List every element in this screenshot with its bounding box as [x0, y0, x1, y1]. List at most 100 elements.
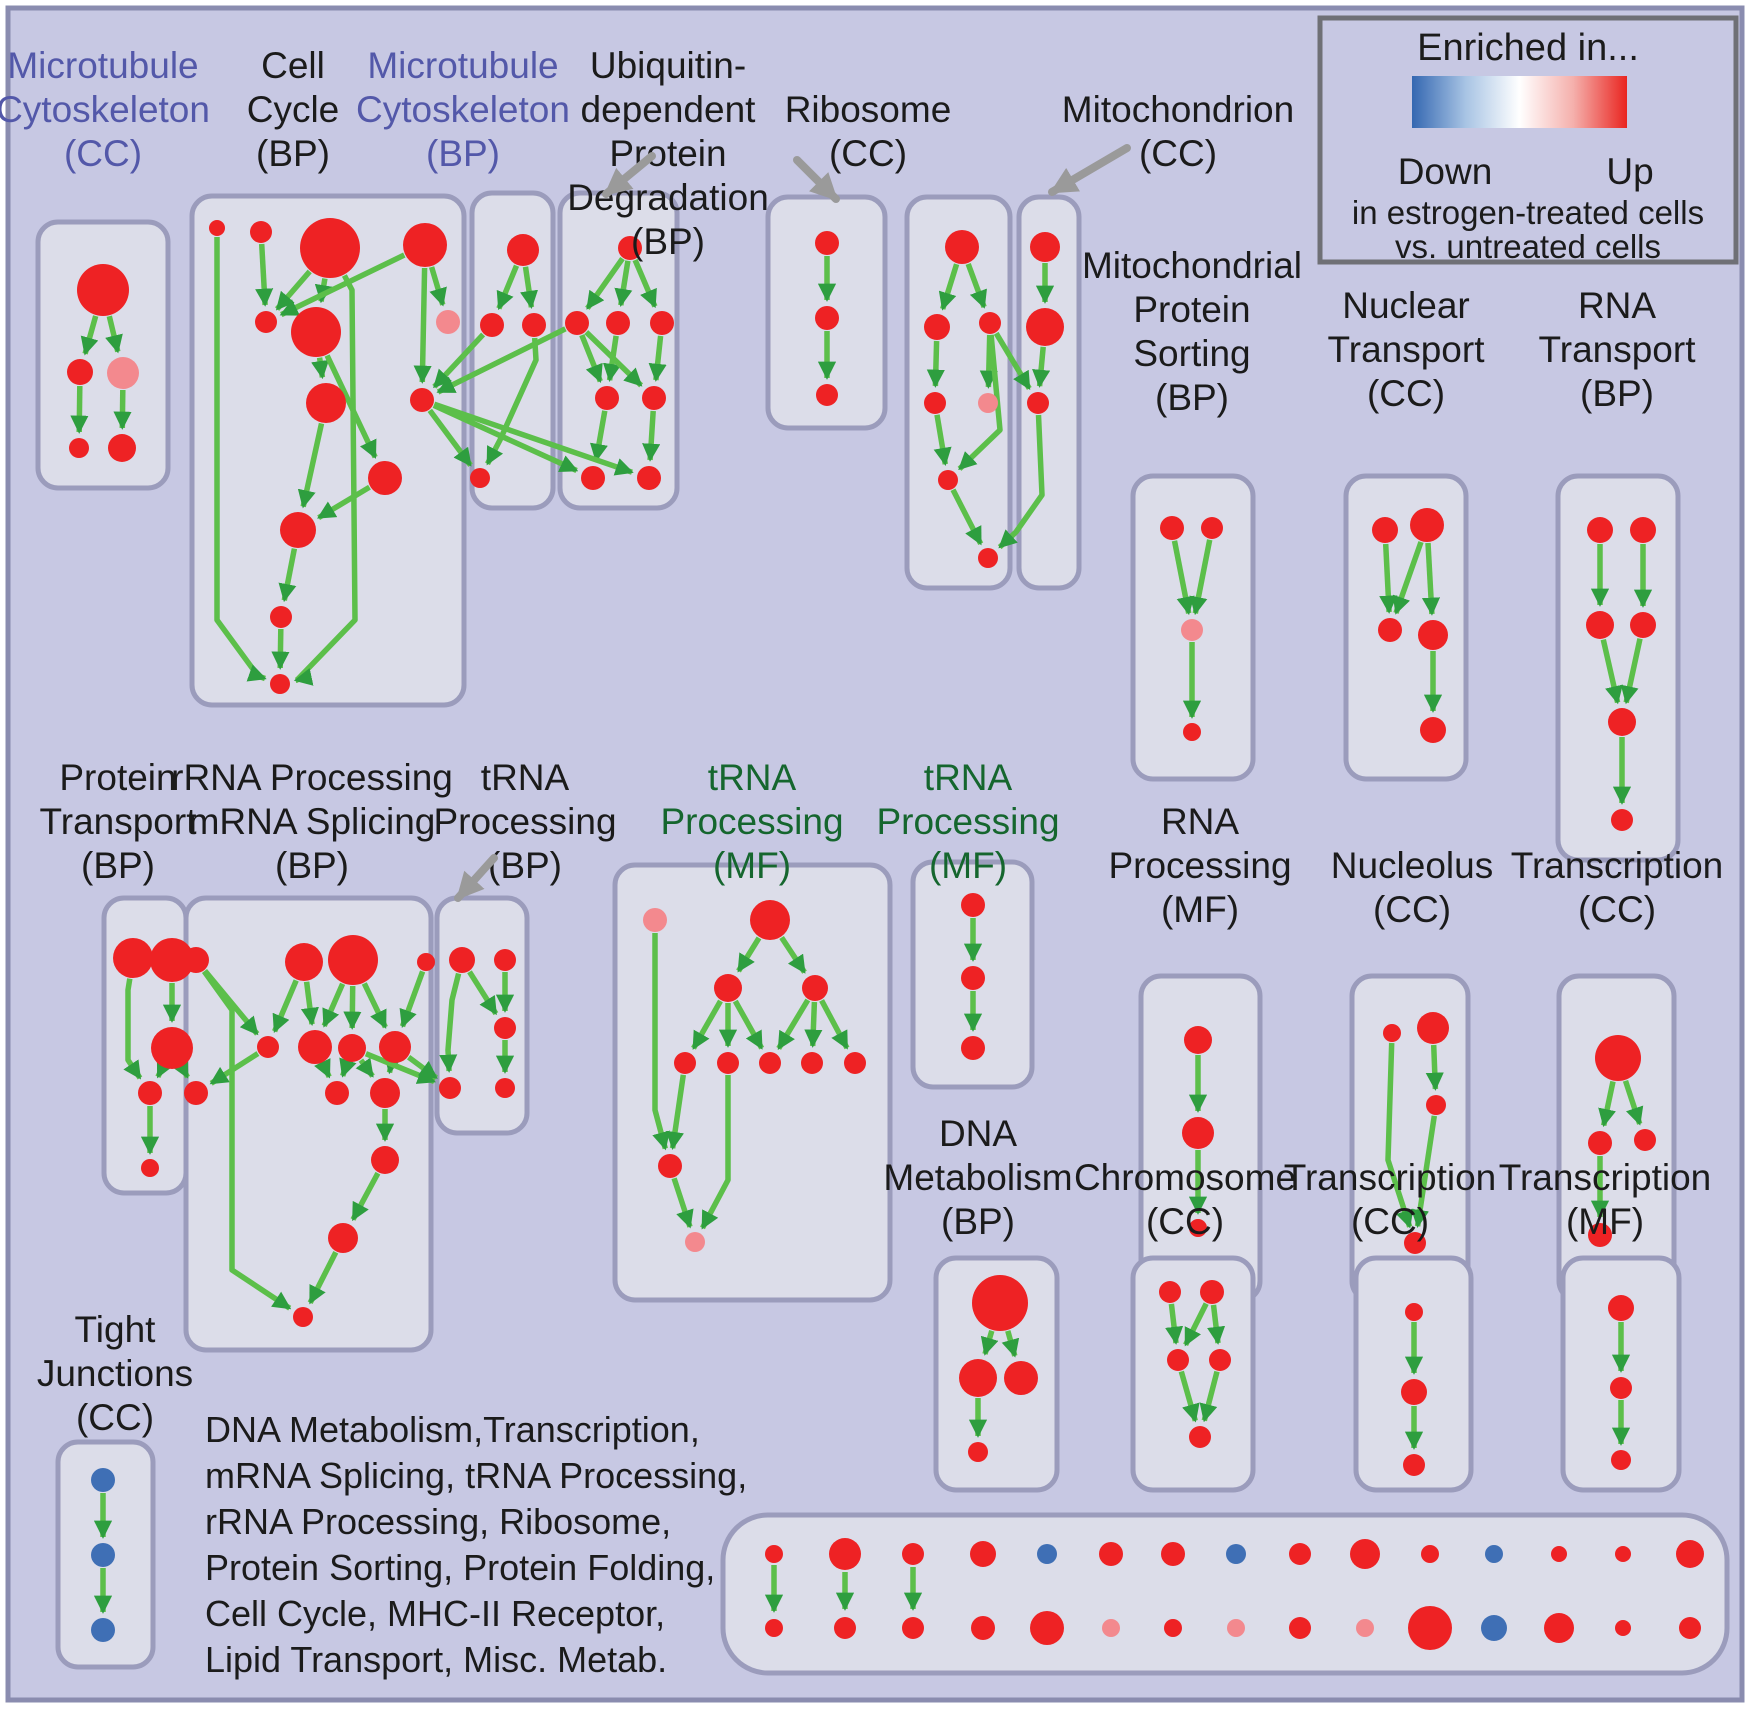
cross-edge-3	[432, 402, 579, 474]
ubiquitin-bp-node-7	[637, 466, 661, 490]
ubiquitin-bp-node-6	[581, 466, 605, 490]
ubiquitin-bp-node-2	[606, 311, 630, 335]
callout-arrow-2	[1048, 144, 1131, 196]
transcription-mf-node-1	[1610, 1377, 1632, 1399]
transcription-mf-node-0	[1608, 1295, 1634, 1321]
rrna-mrna-node-8	[184, 1081, 208, 1105]
nuclear-transport-edge-1	[1392, 541, 1424, 615]
shared-terms-strip-top-node-12	[1551, 1546, 1567, 1562]
legend-up-label: Up	[1606, 151, 1653, 192]
label-transcription-mf: Transcription (MF)	[1499, 1157, 1711, 1242]
shared-terms-strip-top-node-4	[1037, 1544, 1057, 1564]
rrna-mrna-node-5	[298, 1030, 332, 1064]
shared-terms-strip-bottom-node-2	[902, 1617, 924, 1639]
label-transcription-cc-a: Transcription (CC)	[1511, 845, 1723, 930]
chromosome-cc-node-1	[1200, 1280, 1224, 1304]
transcription-cc-b-node-1	[1401, 1379, 1427, 1405]
label-mito-protein-sorting: Mitochondrial Protein Sorting (BP)	[1082, 245, 1302, 418]
trna-mf-b-node-1	[961, 966, 985, 990]
microtubule-cc-edge-2	[70, 385, 89, 434]
ubiquitin-chain-node-0	[815, 231, 839, 255]
cell-cycle-node-8	[410, 388, 434, 412]
rrna-mrna-node-1	[285, 943, 323, 981]
dna-metabolism-node-1	[959, 1359, 997, 1397]
rrna-mrna-node-3	[417, 953, 435, 971]
chromosome-cc-edge-3	[1178, 1370, 1200, 1423]
shared-terms-strip-bottom-node-11	[1481, 1615, 1507, 1641]
trna-mf-a-node-0	[643, 908, 667, 932]
nucleolus-cc-node-3	[1404, 1232, 1426, 1254]
microtubule-cc-box	[35, 219, 171, 491]
ubiquitin-bp-node-4	[595, 386, 619, 410]
ribosome-cc-edge-1	[965, 262, 987, 309]
shared-terms-strip-top-node-13	[1615, 1546, 1631, 1562]
transcription-cc-a-node-1	[1588, 1131, 1612, 1155]
trna-mf-a-node-5	[717, 1052, 739, 1074]
label-trna-bp: tRNA Processing (BP)	[433, 757, 616, 886]
mitochondrion-cc-node-1	[1026, 308, 1064, 346]
legend-gradient-bar	[1412, 76, 1627, 128]
cell-cycle-node-9	[368, 461, 402, 495]
trna-mf-a-edge-9	[671, 1177, 694, 1229]
dna-metabolism-node-0	[972, 1275, 1028, 1331]
trna-bp-node-0	[449, 947, 475, 973]
shared-terms-strip-bottom-node-9	[1356, 1619, 1374, 1637]
ribosome-cc-node-1	[924, 314, 950, 340]
shared-terms-strip-bottom-node-3	[971, 1616, 995, 1640]
nuclear-transport-edge-0	[1379, 543, 1398, 614]
cell-cycle-edge-0	[255, 243, 274, 307]
microtubule-cc-edge-1	[105, 315, 123, 354]
cell-cycle-edge-6	[311, 357, 330, 380]
rrna-mrna-edge-4	[343, 985, 362, 1030]
cell-cycle-edge-11	[271, 628, 290, 670]
mito-protein-sorting-node-0	[1160, 516, 1184, 540]
protein-transport-node-3	[138, 1081, 162, 1105]
protein-transport-node-1	[150, 938, 194, 982]
ubiquitin-bp-node-0	[618, 236, 642, 260]
cell-cycle-node-6	[436, 310, 460, 334]
ubiquitin-bp-node-3	[650, 311, 674, 335]
ubiquitin-bp-node-1	[565, 311, 589, 335]
dna-metabolism-edge-0	[980, 1330, 999, 1356]
legend-subtitle-1: in estrogen-treated cells	[1352, 194, 1704, 231]
microtubule-cc-node-1	[67, 359, 93, 385]
mito-protein-sorting-node-2	[1181, 619, 1203, 641]
rna-transport-node-0	[1587, 517, 1613, 543]
label-rna-processing-mf: RNA Processing (MF)	[1108, 801, 1291, 930]
rrna-mrna-edge-2	[300, 981, 319, 1027]
ribosome-cc-edge-2	[926, 340, 945, 388]
shared-terms-strip-bottom-node-14	[1679, 1617, 1701, 1639]
shared-terms-strip-top-node-2	[902, 1543, 924, 1565]
trna-mf-a-edge-8	[665, 1074, 687, 1150]
cell-cycle-edge-4	[428, 266, 447, 307]
cell-cycle-node-7	[306, 383, 346, 423]
transcription-cc-a-box	[1556, 973, 1677, 1304]
nuclear-transport-node-4	[1420, 717, 1446, 743]
tight-junctions-node-2	[91, 1618, 115, 1642]
shared-terms-strip-bottom-node-12	[1544, 1613, 1574, 1643]
rrna-mrna-node-7	[379, 1031, 411, 1063]
callout-arrow-1	[793, 156, 840, 203]
nucleolus-cc-edge-2	[1385, 1042, 1414, 1229]
mitochondrion-cc-edge-1	[1032, 346, 1051, 388]
trna-bp-edge-3	[439, 972, 462, 1073]
ribosome-cc-node-5	[938, 470, 958, 490]
label-nuclear-transport: Nuclear Transport (CC)	[1328, 285, 1486, 414]
label-rna-transport: RNA Transport (BP)	[1539, 285, 1697, 414]
trna-mf-a-edge-6	[804, 1001, 823, 1048]
trna-mf-a-edge-5	[776, 998, 811, 1050]
shared-terms-strip-bottom-node-4	[1030, 1611, 1064, 1645]
trna-mf-b-node-0	[961, 893, 985, 917]
protein-transport-node-0	[113, 938, 153, 978]
mitochondrion-cc-node-0	[1030, 232, 1060, 262]
nuclear-transport-node-1	[1410, 508, 1444, 542]
microtubule-bp-node-0	[507, 234, 539, 266]
shared-terms-strip-top-node-14	[1676, 1540, 1704, 1568]
rna-transport-node-3	[1630, 612, 1656, 638]
label-chromosome: Chromosome (CC)	[1074, 1157, 1296, 1242]
shared-terms-strip-top-node-7	[1226, 1544, 1246, 1564]
rrna-mrna-node-9	[325, 1081, 349, 1105]
rna-transport-edge-2	[1600, 638, 1623, 705]
cell-cycle-node-4	[255, 311, 277, 333]
trna-mf-a-node-2	[714, 974, 742, 1002]
